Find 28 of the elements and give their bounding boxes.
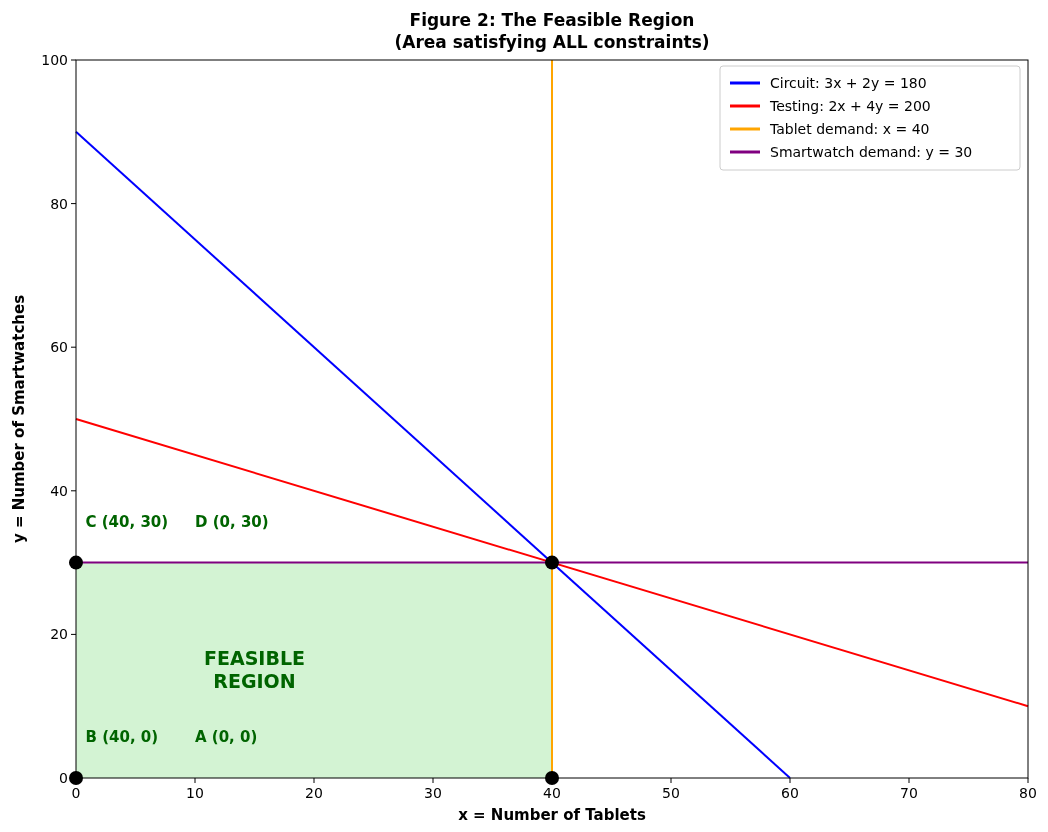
legend-label: Testing: 2x + 4y = 200 bbox=[769, 98, 931, 114]
y-tick-label: 0 bbox=[59, 770, 68, 786]
x-tick-label: 20 bbox=[305, 785, 323, 801]
annotation: A (0, 0) bbox=[195, 728, 258, 747]
x-tick-label: 10 bbox=[186, 785, 204, 801]
legend-label: Tablet demand: x = 40 bbox=[769, 121, 930, 137]
annotation: C (40, 30) bbox=[85, 512, 169, 531]
x-tick-label: 50 bbox=[662, 785, 680, 801]
y-tick-label: 20 bbox=[50, 626, 68, 643]
x-tick-label: 80 bbox=[1019, 785, 1037, 801]
annotation: D (0, 30) bbox=[195, 512, 269, 531]
y-tick-label: 80 bbox=[50, 195, 68, 212]
legend-label: Smartwatch demand: y = 30 bbox=[770, 144, 973, 160]
chart-subtitle: (Area satisfying ALL constraints) bbox=[394, 32, 710, 52]
x-tick-label: 60 bbox=[781, 785, 799, 801]
x-tick-label: 30 bbox=[424, 785, 442, 801]
x-tick-label: 70 bbox=[900, 785, 918, 801]
annotation: B (40, 0) bbox=[85, 728, 159, 747]
y-tick-label: 40 bbox=[50, 482, 68, 499]
x-tick-label: 0 bbox=[71, 785, 81, 801]
legend-label: Circuit: 3x + 2y = 180 bbox=[770, 75, 927, 91]
chart-title: Figure 2: The Feasible Region bbox=[409, 10, 695, 30]
annotation: FEASIBLE REGION bbox=[204, 647, 305, 693]
y-axis-title: y = Number of Smartwatches bbox=[10, 294, 28, 544]
y-tick-label: 60 bbox=[50, 339, 68, 356]
x-tick-label: 40 bbox=[543, 785, 561, 801]
y-tick-label: 100 bbox=[41, 52, 68, 68]
x-axis-title: x = Number of Tablets bbox=[458, 806, 646, 824]
